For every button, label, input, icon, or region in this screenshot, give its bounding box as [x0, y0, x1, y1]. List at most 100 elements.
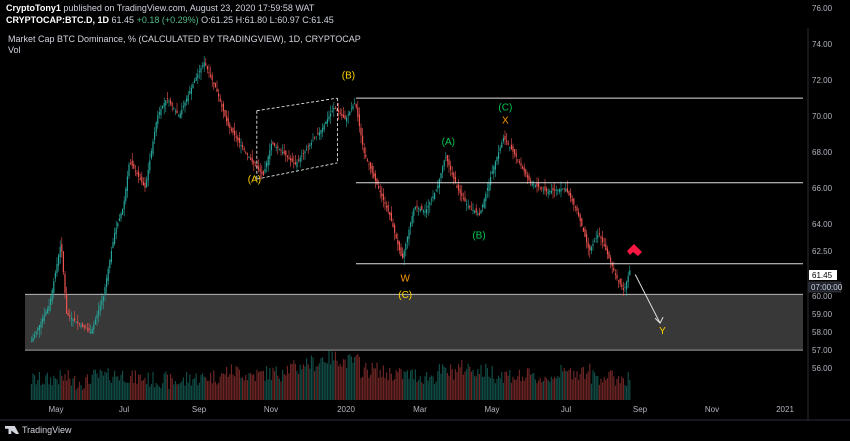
candle-body	[562, 188, 564, 190]
volume-bar	[560, 364, 562, 400]
time-tick-label: Nov	[705, 405, 719, 414]
volume-bar	[291, 364, 293, 400]
volume-bar	[51, 385, 53, 400]
candle-body	[115, 228, 117, 235]
candle-body	[46, 309, 48, 314]
candle-body	[150, 150, 152, 159]
candle-body	[518, 161, 520, 163]
volume-bar	[240, 377, 242, 400]
volume-bar	[38, 371, 40, 400]
volume-bar	[234, 376, 236, 400]
candle-body	[67, 313, 69, 316]
volume-bar	[490, 378, 492, 400]
time-axis[interactable]: May Jul Sep Nov 2020 Mar May Jul Sep Nov 2021	[48, 405, 794, 414]
volume-bar	[445, 367, 447, 400]
candle-body	[104, 287, 106, 296]
candle-body	[168, 101, 170, 102]
candle-body	[507, 142, 509, 145]
volume-bar	[347, 354, 349, 400]
price-axis[interactable]: 56.00 57.00 58.00 59.00 60.00 62.50 64.00 66.00…	[812, 4, 833, 373]
candle-body	[110, 250, 112, 262]
candle-body	[395, 234, 397, 239]
candle-body	[506, 140, 508, 143]
time-tick-label: Jul	[119, 405, 129, 414]
volume-bar	[67, 369, 69, 400]
candle-body	[402, 253, 404, 258]
candle-body	[101, 300, 103, 306]
volume-indicator-label[interactable]: Vol	[8, 45, 21, 55]
candle-body	[446, 154, 448, 162]
candle-body	[32, 337, 34, 342]
candle-body	[392, 223, 394, 227]
candle-body	[586, 234, 588, 243]
candle-body	[510, 144, 512, 150]
candle-body	[558, 189, 560, 192]
volume-bar	[443, 366, 445, 400]
candle-body	[355, 103, 357, 108]
candle-body	[258, 166, 260, 170]
volume-bar	[262, 370, 264, 400]
candle-body	[592, 244, 594, 246]
volume-bar	[440, 373, 442, 400]
candle-body	[285, 150, 287, 156]
candle-body	[627, 275, 629, 283]
volume-bar	[205, 377, 207, 400]
candle-body	[419, 208, 421, 212]
volume-bar	[269, 368, 271, 400]
candle-body	[365, 154, 367, 157]
candle-body	[456, 185, 458, 188]
candle-body	[112, 241, 114, 249]
volume-bar	[61, 375, 63, 400]
candle-body	[557, 189, 559, 191]
tradingview-logo[interactable]: TradingView	[5, 425, 72, 435]
candle-body	[448, 159, 450, 166]
candle-body	[509, 147, 511, 148]
candle-body	[211, 75, 213, 81]
candle-body	[434, 193, 436, 199]
candle-body	[278, 149, 280, 151]
candle-body	[574, 206, 576, 208]
volume-bar	[211, 383, 213, 400]
volume-bar	[326, 363, 328, 400]
volume-bar	[101, 370, 103, 400]
volume-bar	[250, 373, 252, 400]
volume-bar	[40, 385, 42, 400]
volume-bar	[427, 380, 429, 400]
volume-bar	[235, 366, 237, 400]
candles-layer	[30, 55, 631, 343]
volume-bar	[478, 374, 480, 400]
candle-body	[531, 183, 533, 186]
candle-body	[242, 145, 244, 148]
volume-bar	[64, 374, 66, 400]
candle-body	[182, 106, 184, 108]
candle-body	[43, 315, 45, 321]
candle-body	[549, 191, 551, 192]
volume-bar	[376, 362, 378, 400]
candle-body	[547, 191, 549, 194]
last-price-text: 61.45	[111, 15, 135, 25]
publisher-name[interactable]: CryptoTony1	[6, 3, 61, 13]
candle-body	[83, 325, 85, 328]
candle-body	[597, 235, 599, 238]
volume-bar	[186, 372, 188, 400]
candle-body	[179, 113, 181, 118]
volume-bar	[518, 369, 520, 400]
price-tick-label: 68.00	[812, 148, 833, 157]
candle-body	[358, 114, 360, 127]
candle-body	[274, 143, 276, 146]
volume-bar	[282, 369, 284, 400]
candle-body	[629, 270, 631, 276]
candle-body	[238, 138, 240, 143]
candle-body	[485, 193, 487, 202]
candle-body	[122, 208, 124, 215]
candle-body	[85, 327, 87, 329]
volume-bar	[86, 374, 88, 400]
volume-bar	[45, 375, 47, 400]
volume-bar	[149, 386, 151, 400]
volume-bar	[597, 376, 599, 400]
candle-body	[40, 321, 42, 328]
candle-body	[235, 136, 237, 138]
volume-bar	[432, 376, 434, 400]
volume-bar	[595, 376, 597, 400]
